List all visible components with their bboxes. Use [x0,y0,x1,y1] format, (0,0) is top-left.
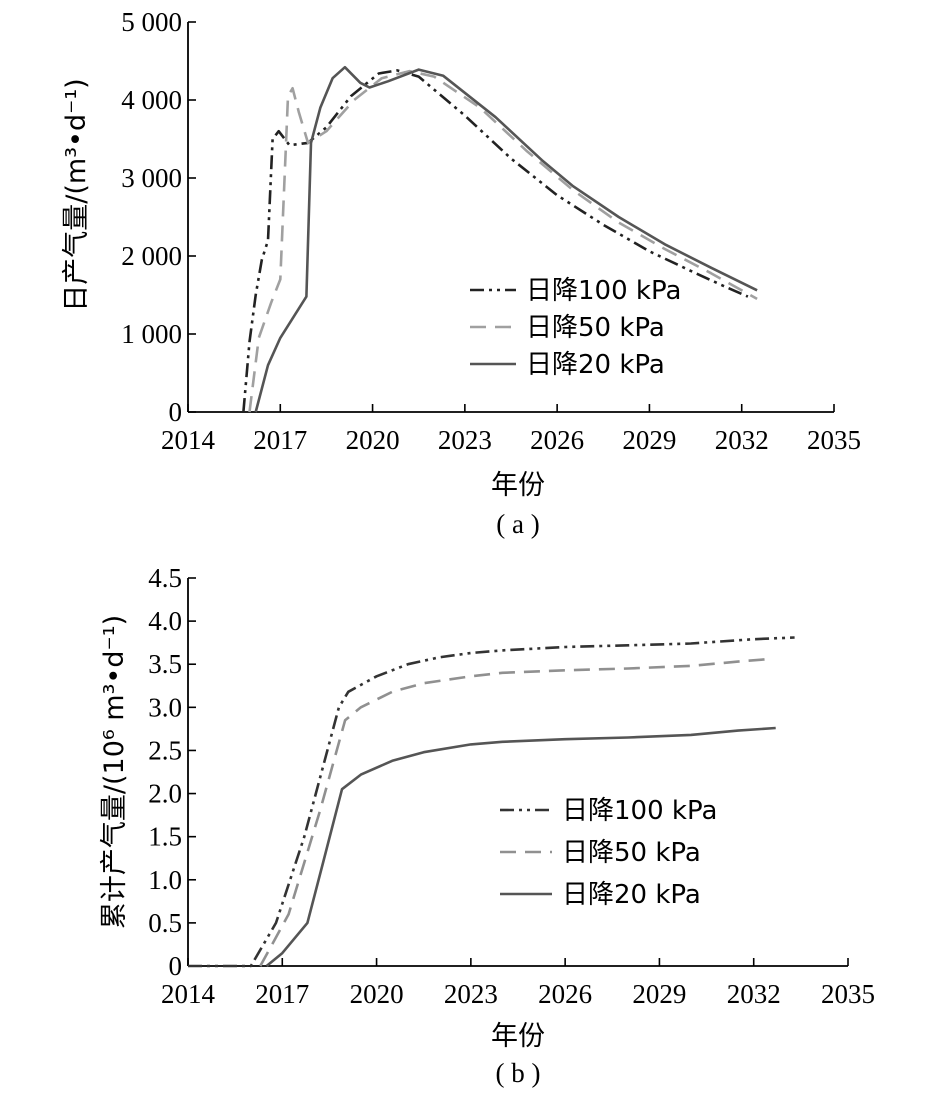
panel-a-series [242,65,758,413]
panel-b-x-tick-label: 2029 [632,979,686,1009]
panel-b-y-tick-label: 3.0 [148,692,182,722]
panel-b-x-tick-label: 2020 [350,979,404,1009]
panel-b-legend-label-3: 日降20 kPa [562,880,701,910]
panel-a-x-ticks: 2014 2017 2020 2023 2026 2029 2032 2035 [161,404,861,455]
panel-b-series-line-2 [259,657,770,967]
panel-a-x-axis-label: 年份 [491,470,545,501]
panel-a-y-tick-label: 3 000 [121,163,182,193]
panel-a-legend-label-3: 日降20 kPa [526,350,665,380]
panel-b-y-tick-label: 0.5 [148,908,182,938]
panel-a-x-tick-label: 2035 [807,425,861,455]
panel-b-caption: ( b ) [496,1058,541,1088]
panel-a-x-tick-label: 2032 [715,425,769,455]
panel-b-x-tick-label: 2032 [727,979,781,1009]
panel-b-x-axis-label: 年份 [491,1021,545,1052]
panel-b-y-tick-label: 4.5 [148,563,182,593]
panel-a-legend: 日降100 kPa 日降50 kPa 日降20 kPa [470,276,681,380]
panel-b-x-tick-label: 2035 [821,979,875,1009]
panel-a-y-ticks: 0 1 000 2 000 3 000 4 000 5 000 [121,7,196,427]
panel-b-axes [187,578,848,967]
panel-b-y-tick-label: 2.5 [148,735,182,765]
panel-a-x-tick-label: 2017 [253,425,307,455]
panel-a-x-tick-label: 2026 [530,425,584,455]
panel-a-y-tick-label: 1 000 [121,319,182,349]
panel-a-legend-label-1: 日降100 kPa [526,276,681,306]
panel-a-x-tick-label: 2014 [161,425,216,455]
panel-a-caption: ( a ) [496,509,539,539]
panel-b-chart: 0 0.5 1.0 1.5 2.0 2.5 3.0 3.5 4.0 4.5 2014 2017 202… [99,563,875,1088]
panel-a-y-tick-label: 4 000 [121,85,182,115]
panel-b-legend: 日降100 kPa 日降50 kPa 日降20 kPa [500,796,717,910]
panel-b-y-tick-label: 1.0 [148,865,182,895]
panel-b-y-axis-label: 累计产气量/(10⁶ m³•d⁻¹) [99,615,130,929]
panel-a-legend-label-2: 日降50 kPa [526,313,665,343]
panel-a-x-tick-label: 2023 [438,425,492,455]
panel-a-y-tick-label: 2 000 [121,241,182,271]
panel-b-y-tick-label: 4.0 [148,606,182,636]
panel-a-series-line-2 [248,69,758,413]
panel-a-y-axis-label: 日产气量/(m³•d⁻¹) [61,78,92,311]
panel-b-y-tick-label: 0 [169,951,183,981]
panel-b-y-ticks: 0 0.5 1.0 1.5 2.0 2.5 3.0 3.5 4.0 4.5 [148,563,196,981]
panel-b-legend-label-1: 日降100 kPa [562,796,717,826]
panel-b-y-tick-label: 1.5 [148,822,182,852]
panel-a-y-tick-label: 5 000 [121,7,182,37]
panel-b-legend-label-2: 日降50 kPa [562,838,701,868]
panel-b-y-tick-label: 3.5 [148,649,182,679]
panel-a-axes [187,22,834,413]
panel-a-x-tick-label: 2029 [622,425,676,455]
panel-a-x-tick-label: 2020 [346,425,400,455]
panel-b-x-tick-label: 2014 [161,979,216,1009]
panel-a-y-tick-label: 0 [169,397,183,427]
panel-b-y-tick-label: 2.0 [148,779,182,809]
panel-b-x-tick-label: 2017 [255,979,309,1009]
panel-b-series [188,636,795,968]
panel-b-x-tick-label: 2023 [444,979,498,1009]
panel-a-series-line-3 [254,65,758,413]
panel-b-x-ticks: 2014 2017 2020 2023 2026 2029 2032 2035 [161,958,875,1009]
panel-b-x-tick-label: 2026 [538,979,592,1009]
panel-b-series-line-3 [265,726,776,968]
panel-b-series-line-1 [188,636,795,968]
